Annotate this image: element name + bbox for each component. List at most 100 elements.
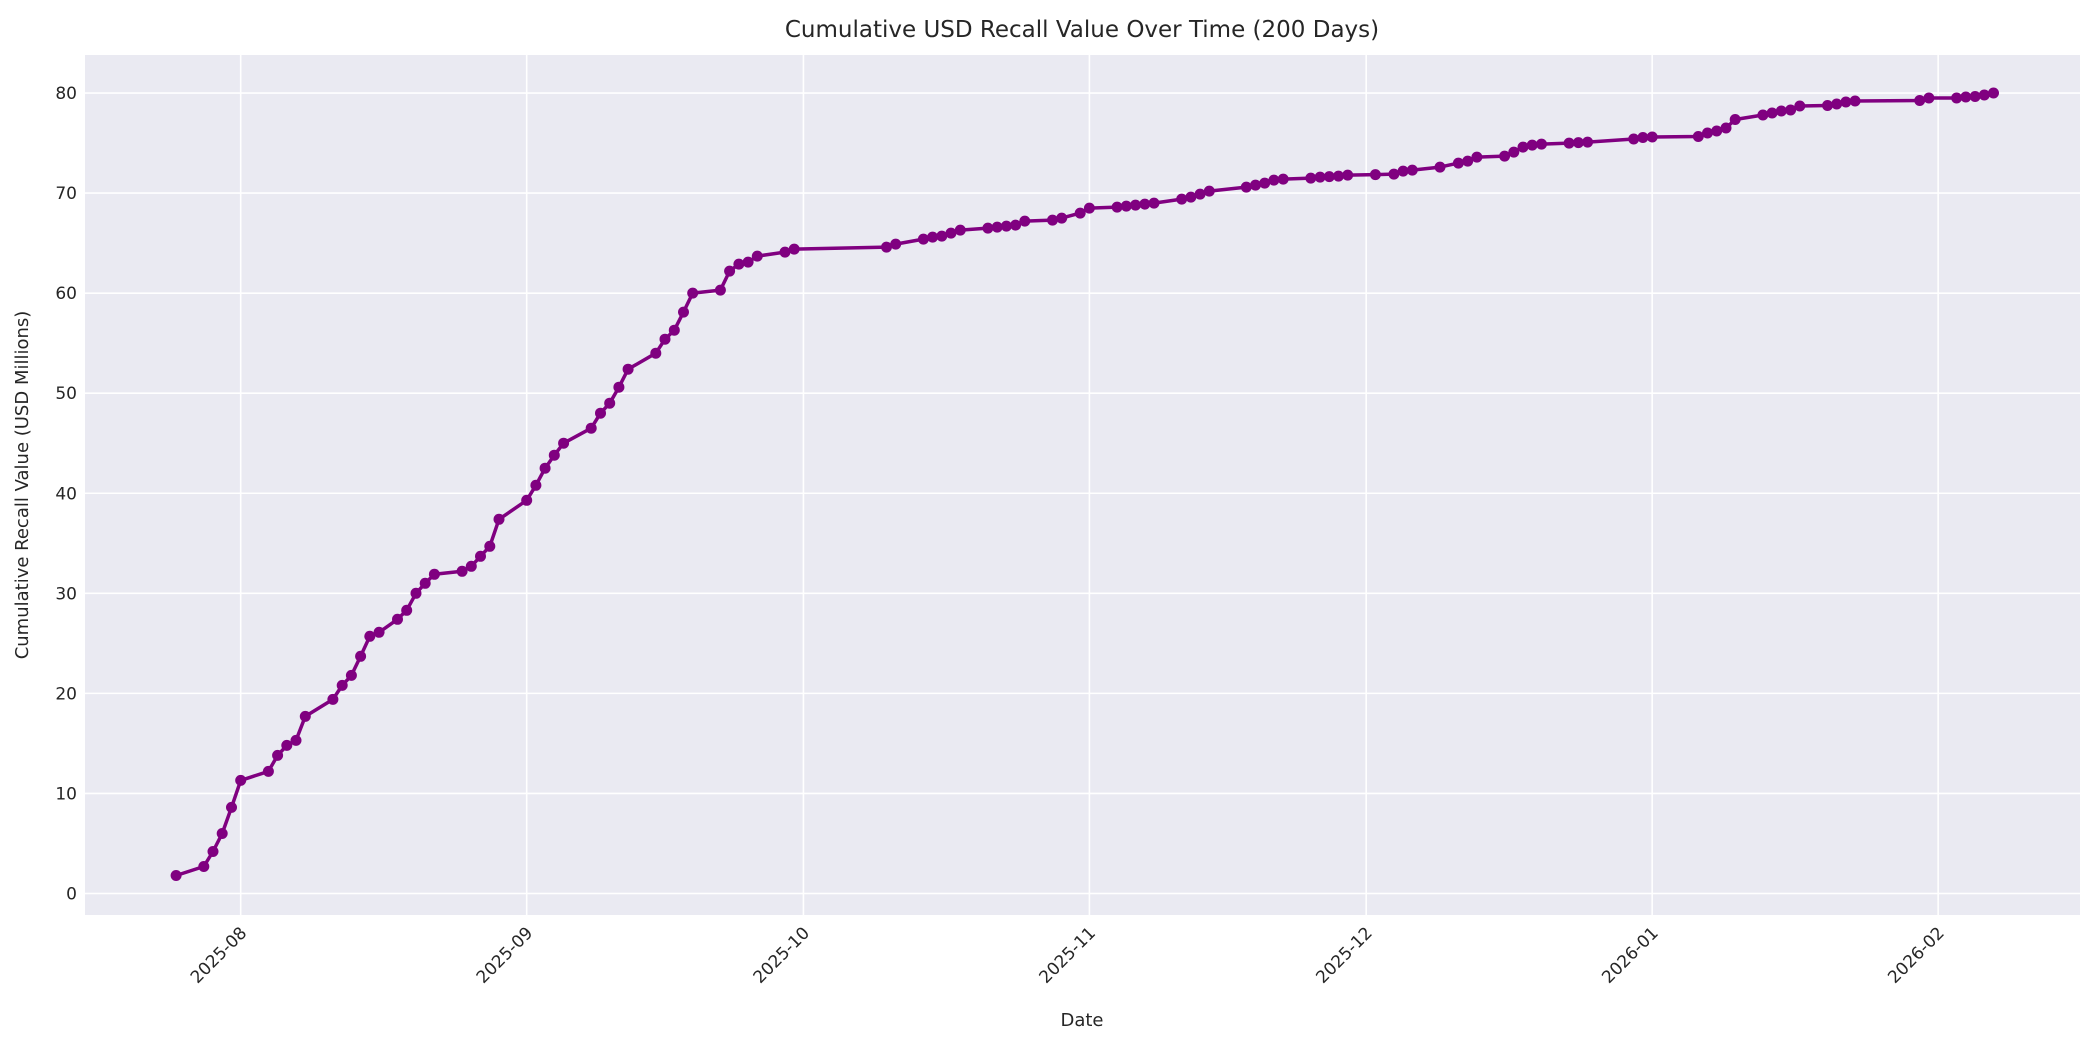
data-point bbox=[1185, 191, 1197, 203]
data-point bbox=[1148, 197, 1160, 209]
data-point bbox=[1757, 109, 1769, 121]
data-point bbox=[456, 565, 468, 577]
data-point bbox=[788, 243, 800, 255]
data-point bbox=[1508, 146, 1520, 158]
data-point bbox=[1240, 181, 1252, 193]
data-point bbox=[1462, 155, 1474, 167]
plot-area bbox=[85, 55, 2080, 915]
data-point bbox=[1729, 114, 1741, 125]
data-point bbox=[917, 233, 929, 245]
data-point bbox=[1766, 107, 1778, 119]
y-tick-label: 80 bbox=[55, 84, 77, 104]
data-point bbox=[1978, 89, 1990, 101]
y-tick-label: 40 bbox=[55, 484, 77, 504]
data-point bbox=[1047, 214, 1058, 226]
data-point bbox=[1120, 200, 1132, 212]
data-point bbox=[1250, 179, 1261, 191]
data-point bbox=[1785, 104, 1797, 116]
data-point bbox=[1572, 137, 1584, 149]
data-point bbox=[1822, 100, 1833, 111]
data-point bbox=[678, 306, 689, 318]
data-point bbox=[373, 626, 385, 638]
data-point bbox=[355, 650, 367, 662]
data-point bbox=[1277, 173, 1289, 185]
y-tick-label: 10 bbox=[55, 784, 77, 804]
data-point bbox=[890, 238, 902, 250]
data-point bbox=[1526, 139, 1538, 151]
y-tick-labels: 0 10 20 30 40 50 60 70 80 bbox=[55, 84, 77, 904]
data-point bbox=[1923, 92, 1935, 104]
data-point bbox=[235, 774, 247, 786]
x-tick-label: 2026-02 bbox=[1884, 923, 1948, 987]
data-point bbox=[1831, 98, 1843, 110]
data-point bbox=[1194, 188, 1206, 200]
data-point bbox=[1775, 105, 1787, 117]
data-point bbox=[751, 250, 763, 262]
data-point bbox=[1139, 198, 1151, 210]
data-point bbox=[1397, 165, 1409, 177]
data-point bbox=[1988, 87, 1999, 99]
data-point bbox=[1130, 199, 1141, 211]
data-point bbox=[1203, 185, 1215, 197]
data-point bbox=[1637, 132, 1649, 143]
recall-series bbox=[170, 87, 1999, 881]
data-point bbox=[936, 230, 948, 242]
data-point bbox=[327, 693, 339, 705]
data-point bbox=[1452, 157, 1464, 169]
data-point bbox=[345, 669, 357, 681]
data-point bbox=[1849, 95, 1861, 107]
data-point bbox=[281, 739, 293, 751]
data-point bbox=[410, 587, 422, 599]
data-point bbox=[1056, 212, 1068, 224]
data-point bbox=[465, 560, 477, 572]
y-axis-label: Cumulative Recall Value (USD Millions) bbox=[12, 311, 33, 660]
data-point bbox=[1582, 136, 1594, 148]
data-point bbox=[1951, 92, 1963, 104]
data-point bbox=[1083, 202, 1095, 214]
data-point bbox=[1960, 91, 1972, 103]
data-point bbox=[475, 550, 486, 562]
data-point bbox=[336, 679, 348, 691]
data-point bbox=[1840, 96, 1852, 108]
data-point bbox=[170, 870, 182, 881]
x-tick-label: 2025-12 bbox=[1312, 923, 1376, 987]
data-point bbox=[650, 347, 662, 359]
data-point bbox=[954, 224, 966, 236]
data-point bbox=[1268, 174, 1280, 186]
data-point bbox=[779, 246, 791, 258]
data-point bbox=[687, 287, 699, 299]
x-axis-label: Date bbox=[1060, 1010, 1103, 1031]
data-point bbox=[1720, 122, 1732, 134]
data-point bbox=[1074, 207, 1086, 219]
data-point bbox=[1314, 171, 1326, 183]
data-point bbox=[198, 861, 210, 872]
data-point bbox=[1333, 170, 1344, 182]
data-point bbox=[530, 479, 542, 491]
data-point bbox=[484, 540, 496, 552]
data-point bbox=[1499, 150, 1511, 162]
data-point bbox=[659, 333, 671, 345]
data-point bbox=[668, 324, 680, 336]
x-tick-label: 2025-11 bbox=[1036, 923, 1100, 987]
data-point bbox=[419, 577, 431, 589]
data-point bbox=[1692, 131, 1704, 142]
data-point bbox=[1628, 133, 1640, 145]
data-point bbox=[1111, 201, 1123, 213]
data-point bbox=[945, 227, 957, 239]
data-point bbox=[364, 630, 376, 642]
x-tick-label: 2025-09 bbox=[473, 923, 537, 987]
chart-title: Cumulative USD Recall Value Over Time (2… bbox=[785, 17, 1379, 43]
data-point bbox=[539, 462, 551, 474]
data-point bbox=[1563, 137, 1575, 149]
data-point bbox=[226, 801, 237, 813]
data-point bbox=[299, 710, 311, 722]
data-point bbox=[207, 846, 219, 857]
x-tick-label: 2025-08 bbox=[187, 923, 251, 987]
data-point bbox=[733, 258, 745, 270]
data-point bbox=[262, 765, 274, 777]
data-point bbox=[714, 284, 726, 296]
data-point bbox=[1176, 193, 1188, 205]
data-point bbox=[1369, 169, 1381, 181]
x-tick-labels: 2025-08 2025-09 2025-10 2025-11 2025-12 2026-… bbox=[187, 923, 1949, 987]
